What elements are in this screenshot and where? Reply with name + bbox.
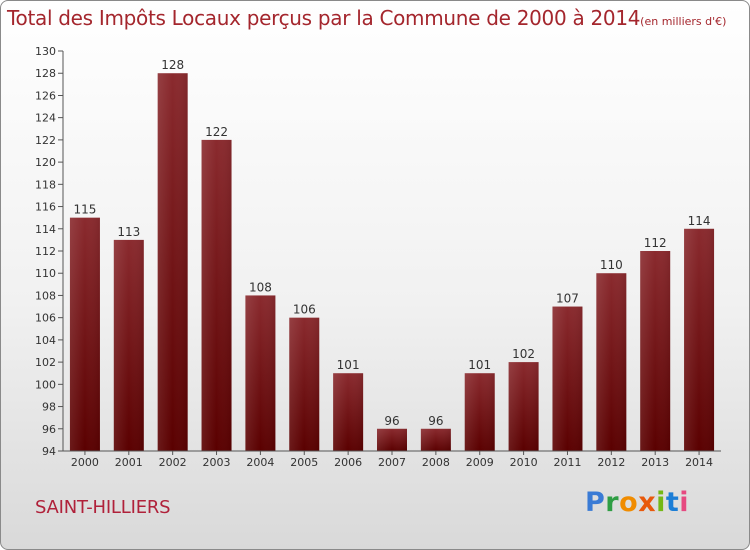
x-tick-label: 2006 [334, 456, 362, 469]
bar-value-label: 101 [337, 358, 360, 372]
bar-shine-2010 [508, 362, 539, 451]
chart-title-text: Total des Impôts Locaux perçus par la Co… [7, 6, 641, 30]
x-tick-label: 2007 [378, 456, 406, 469]
bar-shine-2000 [69, 217, 100, 451]
bar-shine-2008 [420, 428, 451, 451]
bar-value-label: 128 [161, 58, 184, 72]
x-tick-label: 2012 [597, 456, 625, 469]
bar-value-label: 101 [468, 358, 491, 372]
bar-shine-2012 [596, 273, 627, 451]
chart-unit: (en milliers d'€) [640, 15, 727, 28]
bar-shine-2007 [377, 428, 407, 451]
bar-shine-2006 [333, 373, 364, 451]
x-tick-label: 2004 [246, 456, 274, 469]
x-tick-label: 2002 [159, 456, 187, 469]
commune-name: SAINT-HILLIERS [35, 497, 171, 518]
y-tick-label: 104 [35, 334, 56, 347]
proxiti-logo[interactable]: Proxiti [585, 487, 690, 518]
y-tick-label: 94 [42, 445, 56, 458]
bar-shine-2002 [157, 73, 188, 451]
bar-value-label: 96 [384, 414, 399, 428]
x-tick-label: 2009 [466, 456, 494, 469]
bar-shine-2005 [289, 317, 320, 451]
y-tick-label: 130 [35, 45, 56, 58]
y-tick-label: 122 [35, 134, 56, 147]
x-tick-label: 2003 [203, 456, 231, 469]
x-tick-label: 2013 [641, 456, 669, 469]
y-tick-label: 100 [35, 378, 56, 391]
y-tick-label: 128 [35, 67, 56, 80]
bar-shine-2014 [684, 228, 715, 451]
y-tick-label: 118 [35, 178, 56, 191]
bar-shine-2013 [640, 251, 671, 451]
bar-shine-2009 [464, 373, 495, 451]
bar-value-label: 96 [428, 414, 443, 428]
y-tick-label: 96 [42, 423, 56, 436]
bars: 115 113 128 122 108 106 101 96 96 101 102 107 110 112… [69, 58, 715, 451]
bar-shine-2011 [552, 306, 583, 451]
y-tick-label: 114 [35, 223, 56, 236]
bar-value-label: 112 [644, 236, 667, 250]
bar-shine-2003 [201, 139, 232, 451]
bar-value-label: 102 [512, 347, 535, 361]
bar-value-label: 122 [205, 125, 228, 139]
x-tick-label: 2014 [685, 456, 713, 469]
bar-value-label: 110 [600, 258, 623, 272]
x-tick-label: 2011 [553, 456, 581, 469]
x-tick-label: 2000 [71, 456, 99, 469]
bar-value-label: 115 [73, 203, 96, 217]
y-tick-label: 106 [35, 312, 56, 325]
bar-value-label: 113 [117, 225, 140, 239]
chart-title: Total des Impôts Locaux perçus par la Co… [7, 6, 726, 30]
y-tick-label: 124 [35, 112, 56, 125]
x-tick-label: 2005 [290, 456, 318, 469]
y-tick-label: 110 [35, 267, 56, 280]
x-tick-label: 2008 [422, 456, 450, 469]
bar-value-label: 108 [249, 280, 272, 294]
y-tick-label: 108 [35, 289, 56, 302]
bar-shine-2001 [113, 239, 144, 451]
y-axis: 94 96 98 100 102 104 106 108 110 112 114 116 118 120 1… [35, 45, 64, 458]
bar-value-label: 107 [556, 292, 579, 306]
x-tick-label: 2010 [510, 456, 538, 469]
y-tick-label: 120 [35, 156, 56, 169]
y-tick-label: 112 [35, 245, 56, 258]
y-tick-label: 116 [35, 201, 56, 214]
x-tick-label: 2001 [115, 456, 143, 469]
y-tick-label: 102 [35, 356, 56, 369]
y-tick-label: 98 [42, 401, 56, 414]
bar-value-label: 106 [293, 303, 316, 317]
bar-value-label: 114 [688, 214, 711, 228]
x-axis: 2000 2001 2002 2003 2004 2005 2006 2007 2008 2009… [63, 450, 721, 469]
y-tick-label: 126 [35, 89, 56, 102]
bar-shine-2004 [245, 295, 276, 451]
